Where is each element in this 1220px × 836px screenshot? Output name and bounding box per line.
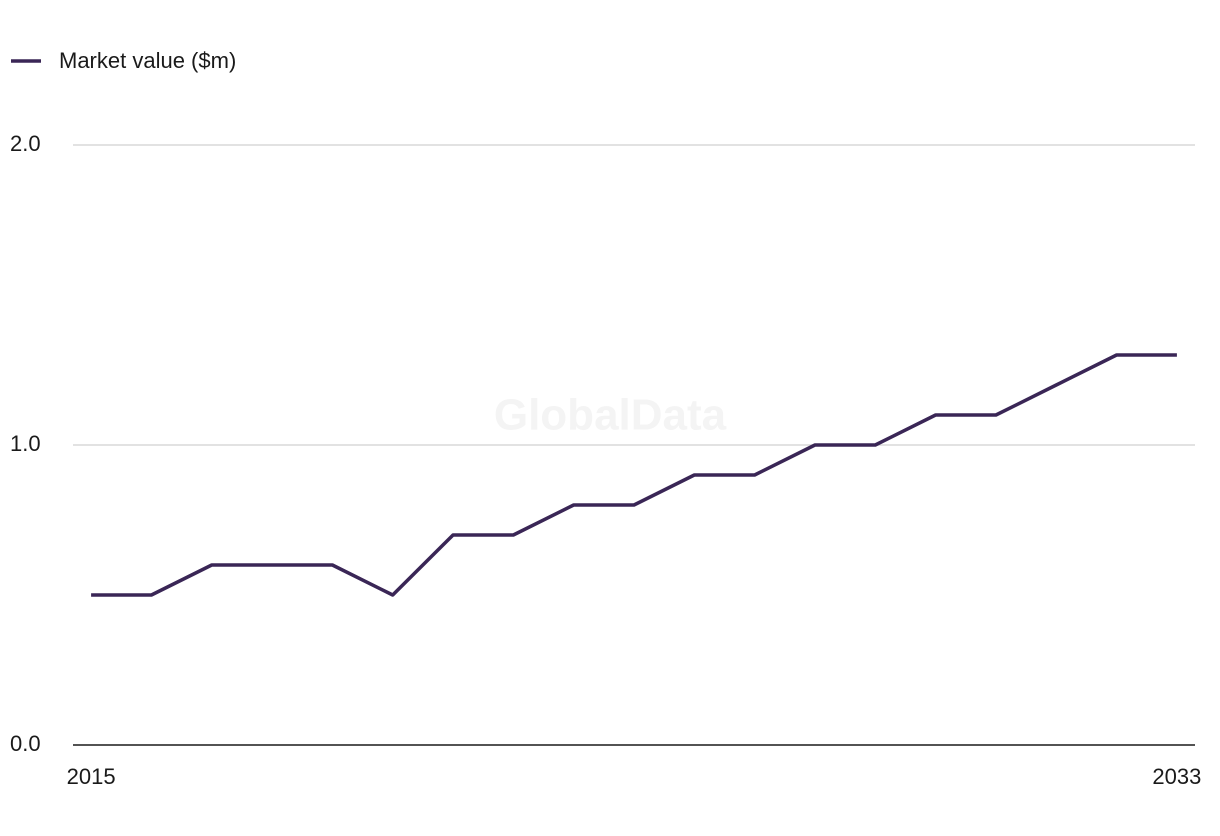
line (91, 353, 1177, 597)
legend-label: Market value ($m) (59, 48, 236, 73)
x-tick-label: 2033 (1152, 764, 1201, 789)
x-tick-label: 2015 (67, 764, 116, 789)
y-tick-label: 1.0 (10, 431, 41, 456)
y-tick-label: 2.0 (10, 131, 41, 156)
y-tick-label: 0.0 (10, 731, 41, 756)
watermark: GlobalData (494, 391, 727, 440)
